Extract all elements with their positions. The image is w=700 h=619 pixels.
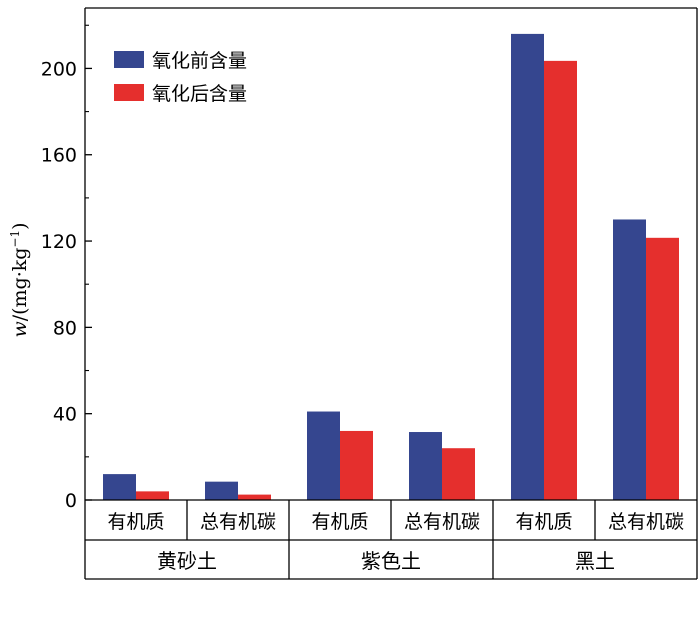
y-tick-label-5: 200 <box>41 58 77 80</box>
bar-before-4 <box>511 33 544 500</box>
bar-after-3 <box>442 448 475 500</box>
bar-after-4 <box>544 60 577 501</box>
category-label-0: 有机质 <box>107 511 164 533</box>
bar-after-2 <box>340 430 373 500</box>
group-label-2: 黑土 <box>575 549 615 573</box>
y-axis-label-unit: /(mg·kg <box>9 248 31 322</box>
legend-label-before: 氧化前含量 <box>152 50 247 72</box>
bar-after-0 <box>136 491 169 500</box>
legend-swatch-after <box>114 84 144 101</box>
y-tick-label-1: 40 <box>53 404 77 426</box>
category-label-4: 有机质 <box>515 511 572 533</box>
category-label-5: 总有机碳 <box>608 511 684 533</box>
bar-before-3 <box>409 432 442 500</box>
bar-before-0 <box>103 474 136 500</box>
category-label-1: 总有机碳 <box>200 511 276 533</box>
y-axis-label-close: ) <box>9 222 31 229</box>
y-ticks-layer: 0 40 80 120 160 200 <box>41 24 92 512</box>
bar-before-5 <box>613 219 646 500</box>
bars-layer <box>103 33 679 501</box>
legend: 氧化前含量 氧化后含量 <box>114 50 247 105</box>
legend-label-after: 氧化后含量 <box>152 83 247 105</box>
y-axis-label-exponent: −1 <box>8 230 22 248</box>
category-label-3: 总有机碳 <box>404 511 480 533</box>
category-label-2: 有机质 <box>311 511 368 533</box>
bar-after-5 <box>646 237 679 500</box>
bar-before-1 <box>205 481 238 500</box>
legend-swatch-before <box>114 51 144 68</box>
bar-before-2 <box>307 411 340 500</box>
y-tick-label-3: 120 <box>41 231 77 253</box>
y-axis-label: w/(mg·kg−1) <box>8 222 31 337</box>
y-tick-label-2: 80 <box>53 317 77 339</box>
group-label-1: 紫色土 <box>361 549 421 573</box>
bar-after-1 <box>238 494 271 500</box>
y-tick-label-4: 160 <box>41 145 77 167</box>
axes-layer <box>84 7 698 580</box>
y-axis-label-variable: w <box>9 321 31 337</box>
y-tick-label-0: 0 <box>65 490 77 512</box>
group-label-0: 黄砂土 <box>157 549 217 573</box>
